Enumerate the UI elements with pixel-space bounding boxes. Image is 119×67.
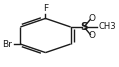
Text: F: F [43,4,48,13]
Text: CH3: CH3 [99,22,116,31]
Text: O: O [88,14,95,23]
Text: Br: Br [2,40,12,49]
Text: O: O [88,31,95,40]
Text: S: S [80,22,87,32]
